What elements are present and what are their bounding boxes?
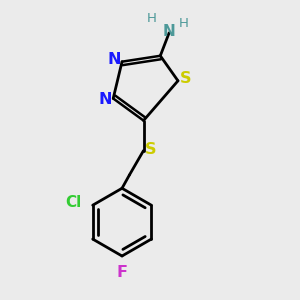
Text: N: N [107,52,121,67]
Text: S: S [180,71,191,86]
Text: N: N [163,24,175,39]
Text: H: H [179,17,189,30]
Text: F: F [116,265,128,280]
Text: H: H [146,13,156,26]
Text: N: N [98,92,112,107]
Text: S: S [145,142,157,157]
Text: Cl: Cl [65,195,82,210]
